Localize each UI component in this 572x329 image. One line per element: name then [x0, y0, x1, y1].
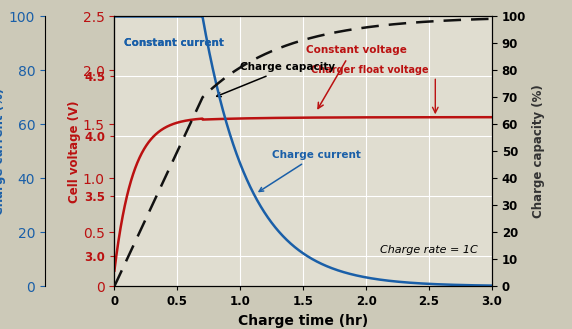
Text: Charge rate = 1C: Charge rate = 1C — [380, 245, 478, 255]
Text: Charge capacity: Charge capacity — [217, 63, 335, 97]
Text: Constant current: Constant current — [125, 38, 224, 48]
Text: Constant voltage: Constant voltage — [305, 45, 407, 55]
Y-axis label: Cell voltage (V): Cell voltage (V) — [69, 100, 81, 203]
X-axis label: Charge time (hr): Charge time (hr) — [238, 314, 368, 328]
Text: Charge current: Charge current — [259, 150, 360, 191]
Y-axis label: Charge capacity (%): Charge capacity (%) — [531, 85, 545, 218]
Y-axis label: Charge current (%): Charge current (%) — [0, 88, 6, 215]
Text: Charger float voltage: Charger float voltage — [311, 65, 429, 75]
Text: Constant current: Constant current — [125, 38, 224, 48]
